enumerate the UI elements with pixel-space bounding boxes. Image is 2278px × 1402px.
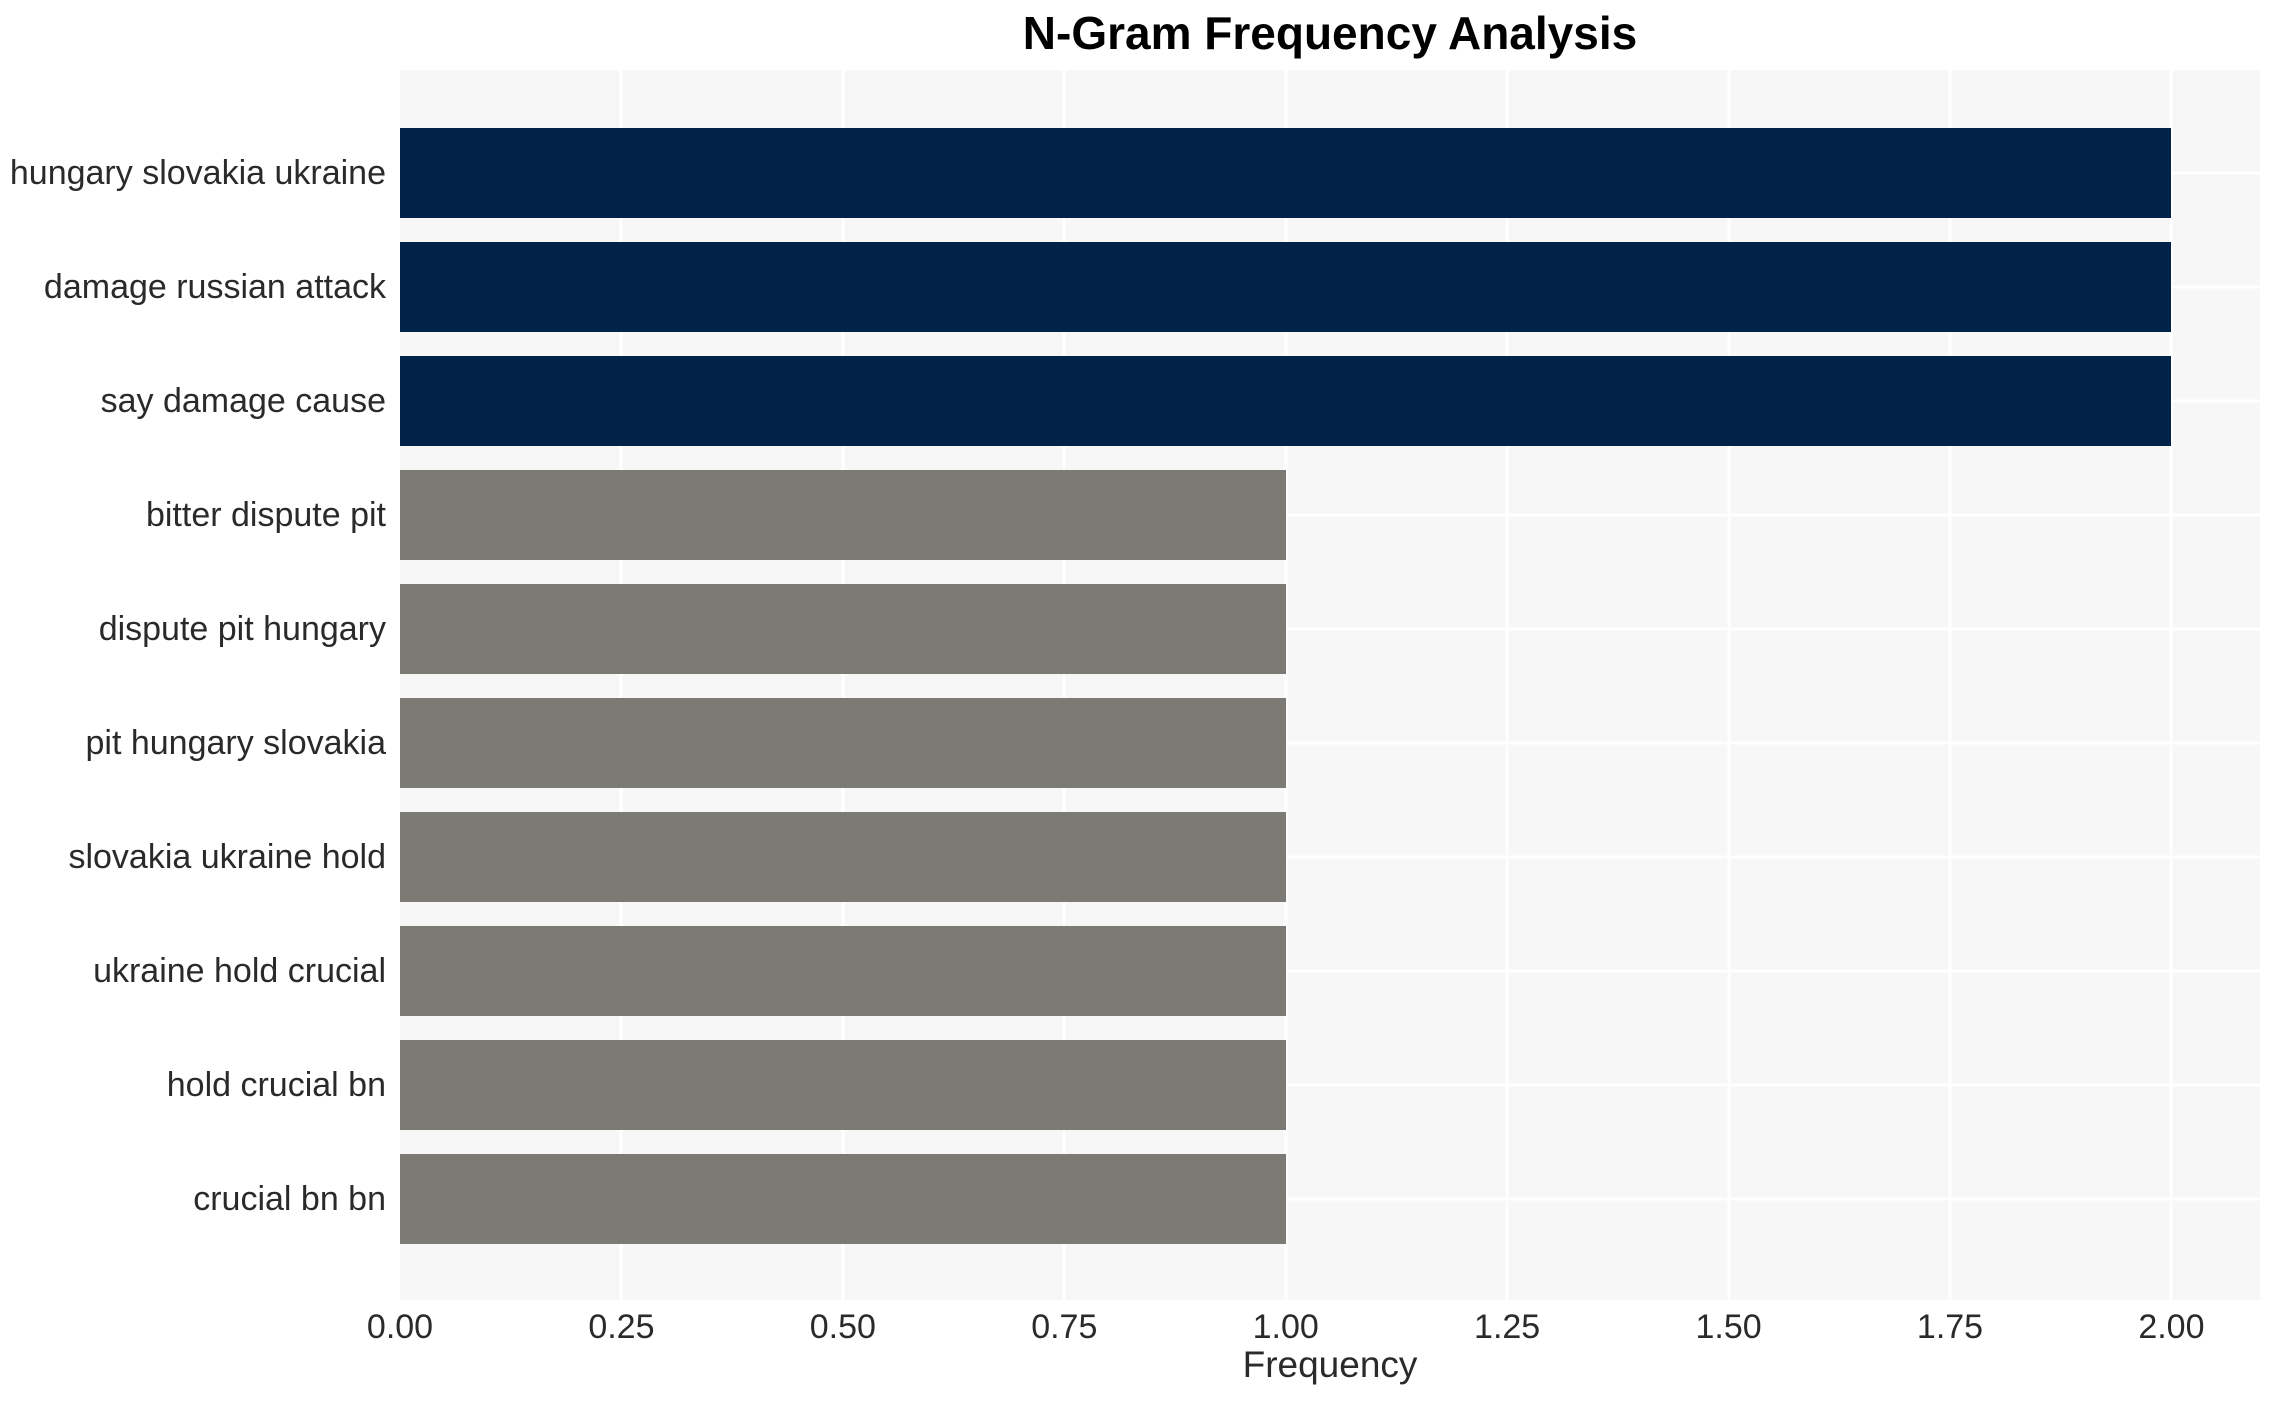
x-tick-label: 0.00 xyxy=(366,1308,434,1346)
x-gridline xyxy=(2169,70,2173,1300)
bar xyxy=(400,698,1286,788)
x-tick-label: 0.75 xyxy=(1031,1308,1098,1346)
bar xyxy=(400,1040,1286,1130)
y-tick-label: pit hungary slovakia xyxy=(85,724,386,762)
y-gridline xyxy=(400,513,2260,517)
y-tick-label: say damage cause xyxy=(100,382,386,420)
x-gridline xyxy=(1062,70,1066,1300)
y-gridline xyxy=(400,969,2260,973)
plot-area xyxy=(400,70,2260,1300)
x-tick-label: 0.50 xyxy=(809,1308,876,1346)
y-tick-label: slovakia ukraine hold xyxy=(68,838,386,876)
y-gridline xyxy=(400,1197,2260,1201)
bar xyxy=(400,242,2172,332)
y-tick-label: hold crucial bn xyxy=(166,1066,386,1104)
x-gridline xyxy=(1505,70,1509,1300)
bar xyxy=(400,1154,1286,1244)
x-tick-label: 1.25 xyxy=(1474,1308,1541,1346)
x-gridline xyxy=(1727,70,1731,1300)
x-gridline xyxy=(1284,70,1288,1300)
y-gridline xyxy=(400,855,2260,859)
bar xyxy=(400,812,1286,902)
x-tick-label: 1.75 xyxy=(1916,1308,1984,1346)
bar xyxy=(400,128,2172,218)
bar xyxy=(400,356,2172,446)
x-tick-label: 1.00 xyxy=(1252,1308,1319,1346)
bar xyxy=(400,584,1286,674)
x-axis-title: Frequency xyxy=(1242,1344,1418,1385)
x-tick-label: 0.25 xyxy=(588,1308,655,1346)
y-tick-label: dispute pit hungary xyxy=(98,610,386,648)
y-tick-label: crucial bn bn xyxy=(193,1180,386,1218)
x-gridline xyxy=(841,70,845,1300)
bar xyxy=(400,926,1286,1016)
y-gridline xyxy=(400,627,2260,631)
chart-title: N-Gram Frequency Analysis xyxy=(1022,7,1638,59)
y-gridline xyxy=(400,1083,2260,1087)
x-tick-label: 2.00 xyxy=(2138,1308,2205,1346)
x-tick-label: 1.50 xyxy=(1695,1308,1762,1346)
x-gridline xyxy=(1948,70,1952,1300)
y-gridline xyxy=(400,741,2260,745)
y-axis: hungary slovakia ukraine damage russian a… xyxy=(0,70,386,1300)
y-tick-label: damage russian attack xyxy=(43,268,386,306)
x-gridline xyxy=(619,70,623,1300)
y-tick-label: bitter dispute pit xyxy=(145,496,386,534)
y-tick-label: ukraine hold crucial xyxy=(93,952,386,990)
x-axis: 0.00 0.25 0.50 0.75 1.00 1.25 1.50 1.75 2.00 xyxy=(367,1300,2260,1352)
bar xyxy=(400,470,1286,560)
y-tick-label: hungary slovakia ukraine xyxy=(9,154,386,192)
